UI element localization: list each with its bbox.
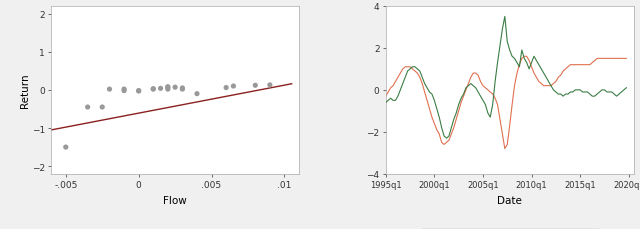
Point [250,84,260,88]
Point [97,106,108,109]
Point [163,88,173,92]
X-axis label: Date: Date [497,195,522,205]
Y-axis label: Return: Return [20,73,30,108]
X-axis label: Flow: Flow [163,195,187,205]
Point [104,88,115,92]
Point [163,86,173,89]
Point [221,86,231,90]
Point [119,89,129,93]
Point [156,87,166,91]
Point [148,87,158,91]
Point [119,88,129,92]
Point [134,89,144,93]
Point [134,90,144,93]
Point [148,88,158,92]
Point [192,93,202,96]
Point [61,146,71,149]
Point [177,87,188,90]
Point [170,86,180,90]
Point [228,85,239,88]
Point [265,84,275,87]
Point [83,106,93,109]
Point [177,88,188,92]
Point [163,86,173,90]
